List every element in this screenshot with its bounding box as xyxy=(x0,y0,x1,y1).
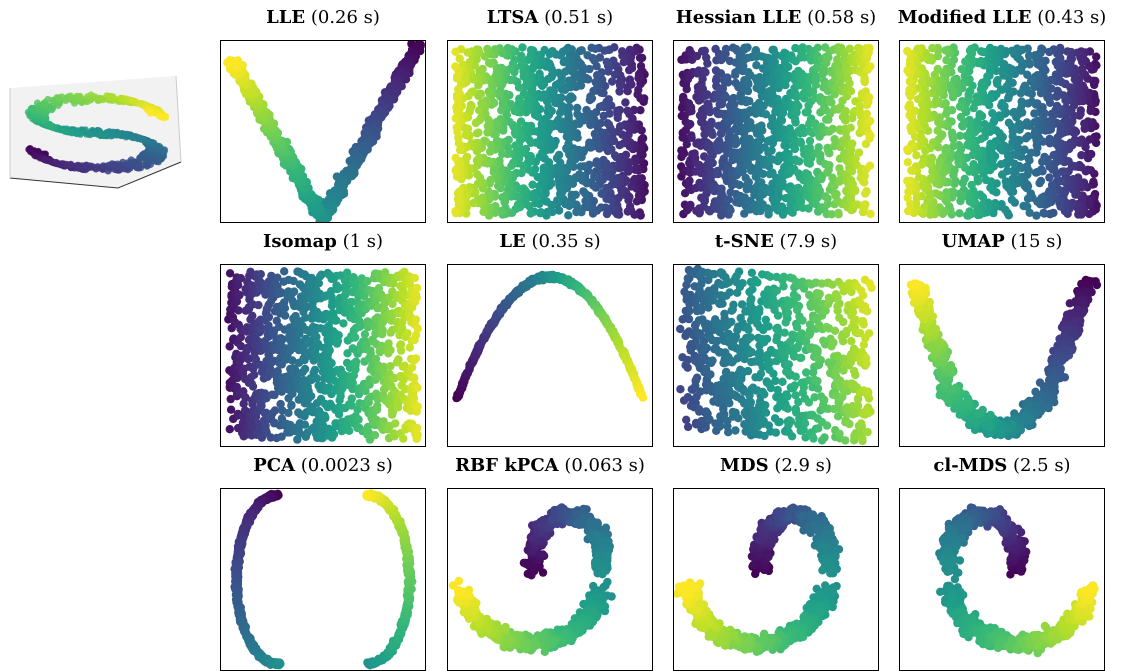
runtime-label: (0.58 s) xyxy=(807,7,876,28)
inset-point xyxy=(87,91,94,98)
method-name: Modified LLE xyxy=(898,7,1032,28)
plot-frame xyxy=(447,40,653,223)
method-name: Hessian LLE xyxy=(676,7,802,28)
plot-frame xyxy=(220,40,426,223)
inset-point xyxy=(61,128,68,135)
inset-point xyxy=(129,134,136,141)
panel-modified-lle: Modified LLE (0.43 s) xyxy=(899,40,1105,223)
inset-point xyxy=(83,131,90,138)
inset-point xyxy=(147,110,154,117)
inset-point xyxy=(76,93,83,100)
panel-hessian-lle: Hessian LLE (0.58 s) xyxy=(673,40,879,223)
inset-point xyxy=(128,156,135,163)
panel-ltsa: LTSA (0.51 s) xyxy=(447,40,653,223)
plot-frame xyxy=(673,40,879,223)
panel-lle: LLE (0.26 s) xyxy=(220,40,426,223)
runtime-label: (0.26 s) xyxy=(311,7,380,28)
method-name: LTSA xyxy=(487,7,539,28)
runtime-label: (0.43 s) xyxy=(1037,7,1106,28)
inset-point xyxy=(67,93,74,100)
panel-title: Modified LLE (0.43 s) xyxy=(869,7,1123,29)
method-name: LLE xyxy=(266,7,305,28)
inset-point xyxy=(58,93,65,100)
inset-point xyxy=(159,114,166,121)
inset-point xyxy=(97,132,104,139)
inset-point xyxy=(34,100,41,107)
inset-point xyxy=(109,93,116,100)
runtime-label: (0.51 s) xyxy=(544,7,613,28)
s-curve-3d-inset xyxy=(6,70,186,190)
